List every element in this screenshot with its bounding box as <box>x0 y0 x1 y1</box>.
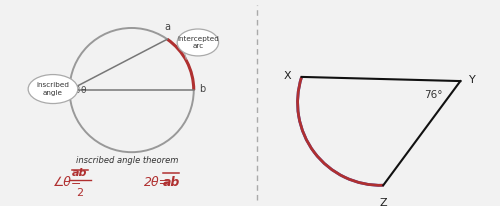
Text: a: a <box>164 22 170 32</box>
Text: 2θ=: 2θ= <box>144 175 170 188</box>
Text: intercepted
arc: intercepted arc <box>177 35 219 49</box>
Ellipse shape <box>177 30 218 57</box>
Ellipse shape <box>28 75 78 104</box>
Text: b: b <box>199 84 205 94</box>
Text: ∠θ=: ∠θ= <box>53 175 82 188</box>
Text: inscribed
angle: inscribed angle <box>36 82 70 95</box>
Text: Z: Z <box>380 197 387 206</box>
Text: ab: ab <box>72 167 88 177</box>
Text: X: X <box>284 70 292 81</box>
Text: Y: Y <box>468 75 475 85</box>
Text: B: B <box>74 85 80 94</box>
Text: ab: ab <box>162 175 180 188</box>
Text: 76°: 76° <box>424 90 442 100</box>
Text: 2: 2 <box>76 187 84 197</box>
Text: inscribed angle theorem: inscribed angle theorem <box>76 155 178 164</box>
Text: θ: θ <box>81 85 86 94</box>
